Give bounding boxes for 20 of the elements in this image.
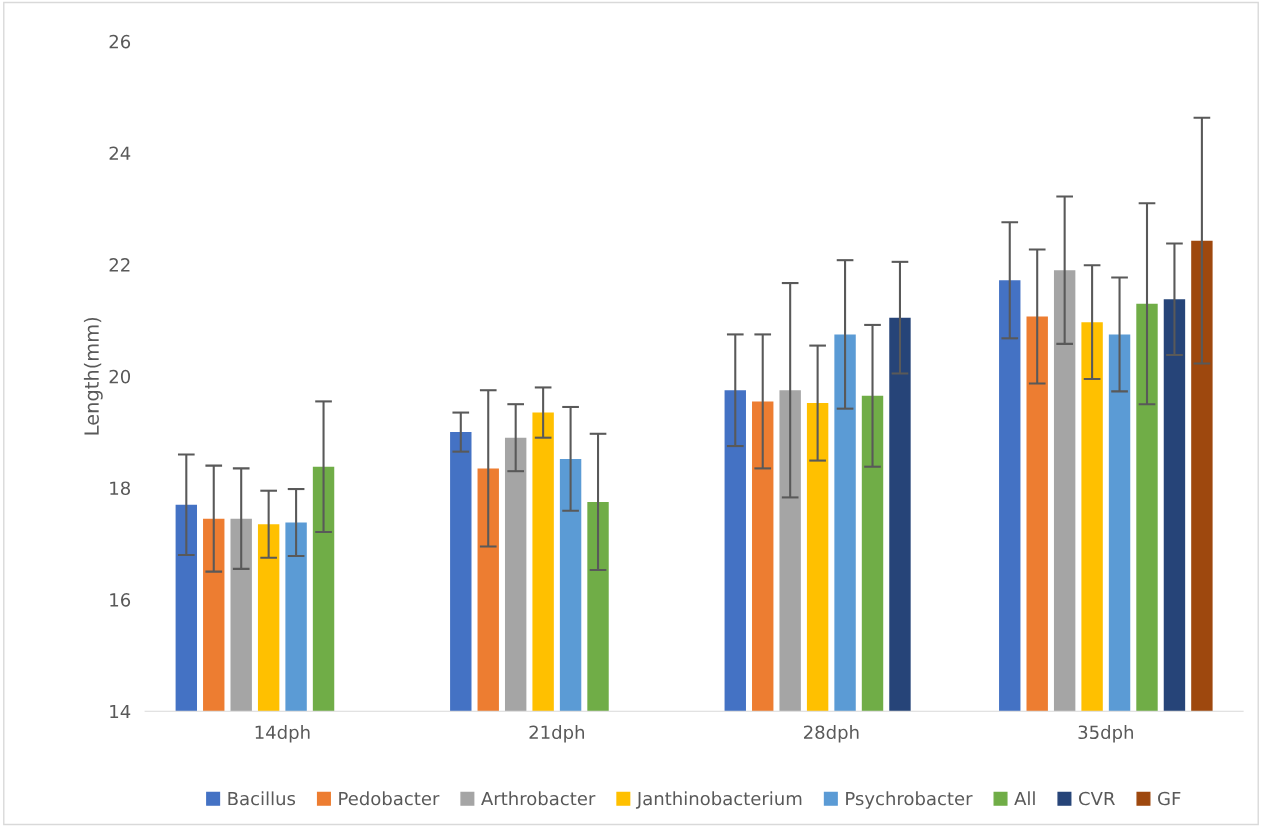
x-tick-label: 35dph <box>1078 725 1133 743</box>
y-tick-label: 24 <box>109 146 131 160</box>
x-tick-label: 21dph <box>529 725 584 743</box>
y-tick-label: 16 <box>110 593 131 607</box>
y-tick-label: 14 <box>110 704 131 719</box>
x-tick-label: 14dph <box>255 725 310 743</box>
legend-label: CVR <box>1078 791 1115 806</box>
y-tick-label: 22 <box>109 258 130 272</box>
x-tick-label: 28dph <box>803 725 859 743</box>
y-tick-label: 20 <box>109 369 131 384</box>
legend-label: Bacillus <box>228 791 296 806</box>
legend-label: Janthinobacterium <box>635 791 802 809</box>
legend-label: Arthrobacter <box>481 791 596 806</box>
y-axis-title: Length(mm) <box>83 317 103 435</box>
legend-label: GF <box>1158 791 1181 806</box>
legend-label: All <box>1014 791 1035 806</box>
y-tick-label: 26 <box>109 34 131 49</box>
legend-label: Psychrobacter <box>846 791 973 809</box>
legend-label: Pedobacter <box>339 791 440 806</box>
y-tick-label: 18 <box>110 481 131 496</box>
